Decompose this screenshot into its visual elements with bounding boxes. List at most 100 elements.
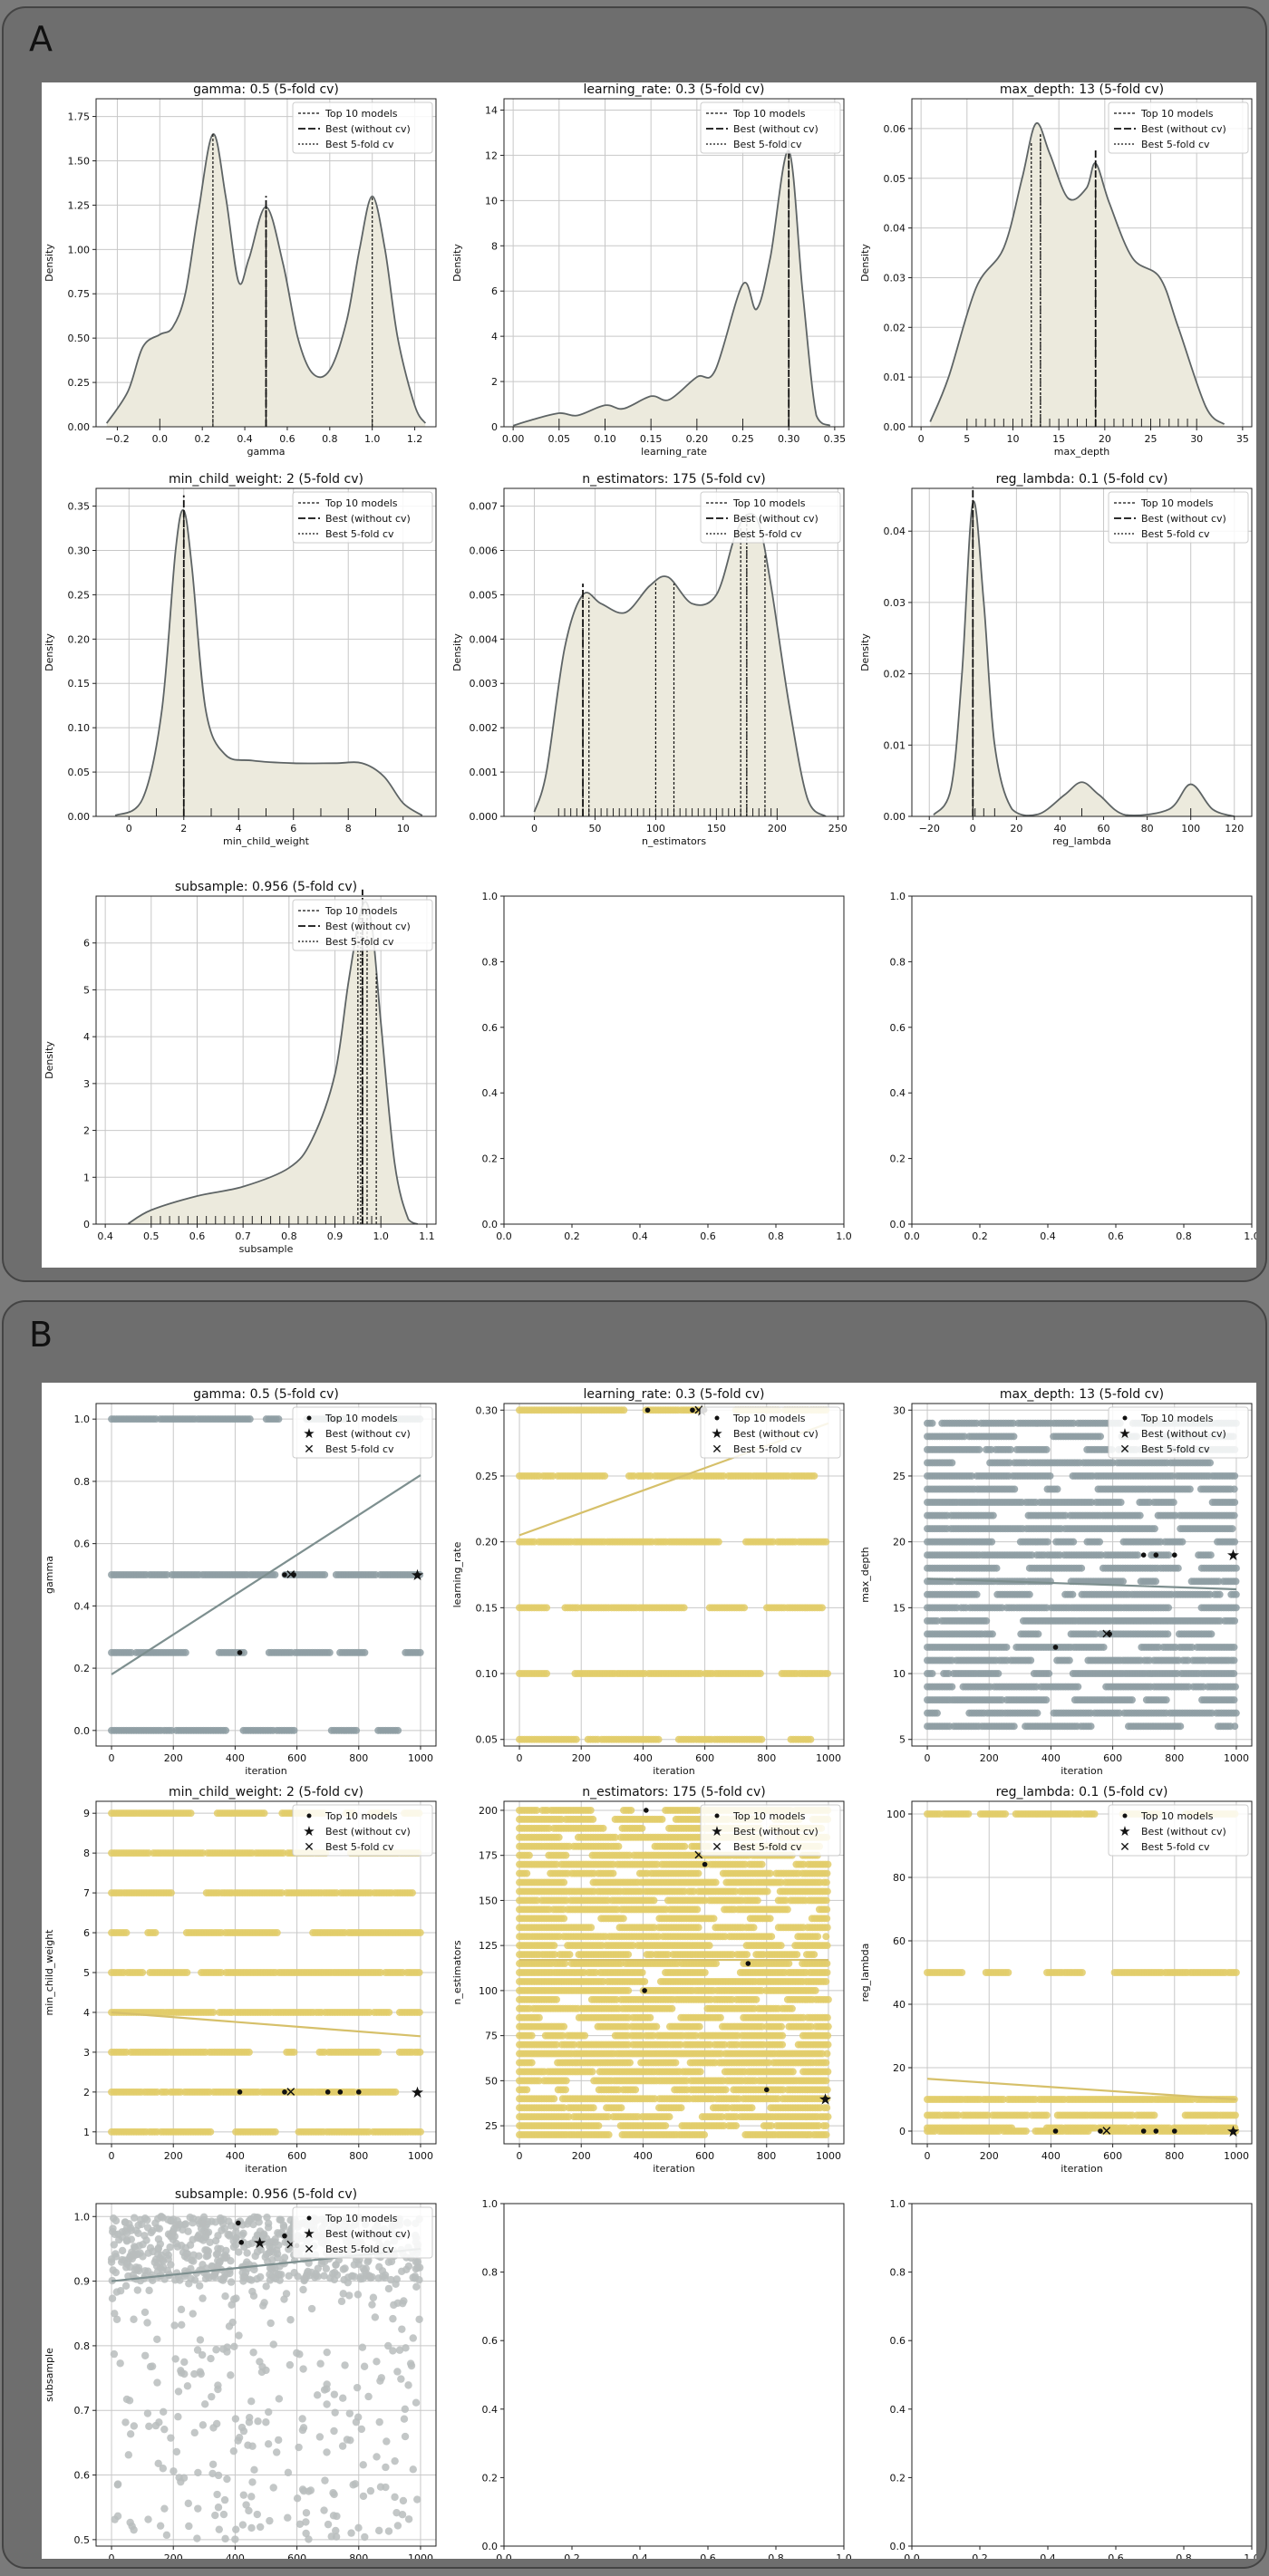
y-tick-label: 0.2 (482, 1153, 499, 1165)
legend: Top 10 models★ Best (without cv)✕ Best 5-f… (292, 1406, 433, 1459)
data-point (415, 2008, 423, 2016)
data-point (1043, 1538, 1051, 1546)
data-point (1150, 1525, 1158, 1533)
figure-a-plots: −0.2 0.0 0.2 0.4 0.6 0.8 1.0 1.20.000.250.500.7… (44, 82, 1260, 1255)
chart-a-7: 0.4 0.5 0.6 0.7 0.8 0.9 1.0 1.10123456subsample… (44, 880, 437, 1255)
legend-box (292, 899, 433, 951)
chart-b-4: ★✕0 200 400 600 800 1000123456789min_child_we… (44, 1785, 437, 2175)
data-point (415, 1969, 423, 1976)
data-point (1070, 1538, 1078, 1546)
data-point (239, 1648, 247, 1656)
figure-b: ★ ✕ 0 200 400 600 800 1000 0.0 0.2 0.4 0.6 0.8 1.0 gam… (42, 1383, 1260, 2576)
panel-b: B ★ ✕ 0 200 400 600 800 1000 0.0 0.2 0.4 0.6 0.8 1.0 g… (2, 1300, 1267, 2576)
chart-a-2: 0.00 0.05 0.10 0.15 0.20 0.25 0.30 0.3502468101… (451, 82, 846, 458)
y-tick-label: 0.25 (68, 377, 91, 389)
chart-b-1: ★✕0 200 400 600 800 10000.00.20.40.60.81.0gam… (44, 1387, 437, 1777)
x-tick-label: 60 (1098, 823, 1110, 835)
y-tick-label: 1 (83, 1172, 90, 1183)
y-tick-label: 0.03 (884, 597, 906, 609)
y-axis-label: max_depth (859, 1547, 871, 1603)
data-point (1206, 1459, 1215, 1467)
x-tick-label: 0.4 (632, 1230, 648, 1242)
x-tick-label: 0.8 (281, 1230, 297, 1242)
y-tick-label: 0 (491, 421, 498, 433)
y-axis-label: Density (44, 244, 55, 282)
x-tick-label: 600 (1103, 1752, 1122, 1764)
x-tick-label: 250 (828, 823, 848, 835)
y-tick-label: 5 (899, 1734, 906, 1746)
data-point (1078, 1564, 1086, 1572)
y-tick-label: 0.006 (470, 545, 499, 556)
kde-fill (513, 150, 830, 427)
axes-frame (503, 98, 845, 428)
x-tick-label: 0.4 (97, 1230, 113, 1242)
legend-marker-top10 (1122, 1415, 1128, 1421)
x-tick-label: 0.6 (700, 1230, 716, 1242)
chart-title: learning_rate: 0.3 (5-fold cv) (583, 1387, 764, 1402)
data-point (245, 2048, 253, 2056)
legend-label-best_5fold: Best 5-fold cv (1141, 1443, 1210, 1455)
x-tick-label: 15 (1052, 433, 1065, 445)
axes-frame (911, 895, 1253, 1225)
data-point (1165, 1604, 1173, 1612)
y-tick-label: 0.15 (68, 678, 91, 690)
data-point (988, 1538, 996, 1546)
data-point (181, 1648, 189, 1656)
data-point (1232, 1564, 1240, 1572)
legend-label-top10: Top 10 models (325, 108, 398, 120)
data-point (1010, 1433, 1018, 1441)
legend-marker-top10 (306, 1415, 312, 1421)
y-tick-label: 6 (491, 285, 498, 297)
chart-b-2: ★✕020040060080010000.050.100.150.200.250… (451, 1387, 845, 1777)
legend-marker-5fold: ✕ (304, 1442, 315, 1457)
y-axis-label: Density (451, 633, 463, 671)
data-point (1003, 1643, 1011, 1651)
data-point (1042, 1445, 1051, 1453)
y-tick-label: 0.02 (884, 322, 906, 333)
y-tick-label: 0.35 (68, 501, 91, 513)
x-tick-label: 0.2 (194, 433, 210, 445)
y-tick-label: 4 (491, 331, 498, 343)
data-point (1216, 1590, 1224, 1598)
y-tick-label: 2 (83, 1125, 90, 1137)
data-point (933, 1709, 941, 1717)
x-tick-label: 0.8 (1176, 1230, 1192, 1242)
x-tick-label: 800 (757, 1752, 776, 1764)
x-tick-label: 200 (980, 1752, 999, 1764)
x-axis-label: iteration (245, 1765, 286, 1777)
y-tick-label: 0.00 (68, 811, 91, 823)
y-tick-label: 0.00 (68, 421, 91, 433)
data-point (1230, 1485, 1238, 1493)
data-point (416, 1929, 424, 1937)
x-tick-label: 0.05 (548, 433, 571, 445)
legend-label-best_without_cv: Best (without cv) (325, 921, 411, 932)
data-point (273, 1929, 281, 1937)
y-tick-label: 25 (893, 1471, 906, 1482)
legend-label-top10: Top 10 models (732, 108, 806, 120)
y-tick-label: 0.000 (470, 811, 499, 823)
data-point (1134, 1551, 1142, 1559)
y-tick-label: 0.0 (74, 1725, 91, 1737)
legend-label-best_5fold: Best 5-fold cv (325, 139, 394, 150)
y-tick-label: 0.001 (470, 767, 499, 778)
x-tick-label: 200 (572, 1752, 591, 1764)
legend-box (292, 1406, 433, 1459)
data-point (822, 1538, 830, 1546)
data-point (271, 1571, 279, 1578)
y-tick-label: 0.007 (470, 501, 499, 513)
data-point (1230, 1670, 1238, 1678)
data-point (741, 1604, 749, 1612)
y-tick-label: 0.10 (68, 722, 91, 734)
y-tick-label: 0.02 (884, 669, 906, 680)
data-point (1178, 1538, 1187, 1546)
x-tick-label: 30 (1190, 433, 1203, 445)
y-tick-label: 1.0 (74, 1413, 91, 1425)
axes-frame (911, 487, 1253, 817)
data-point (1117, 1499, 1125, 1507)
data-point (1162, 1696, 1170, 1704)
y-tick-label: 0.4 (482, 1087, 499, 1099)
data-point (1186, 1485, 1194, 1493)
